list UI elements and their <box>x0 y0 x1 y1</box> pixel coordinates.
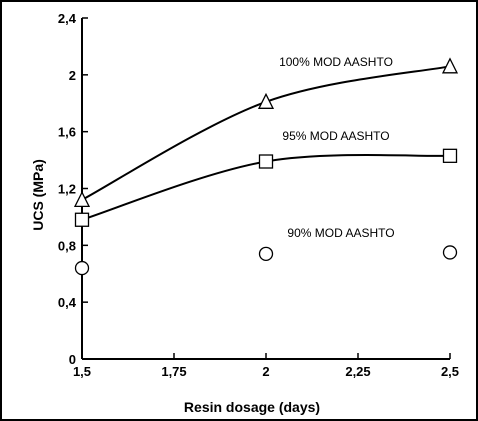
x-tick-label: 2,25 <box>345 364 370 379</box>
marker-square <box>258 154 274 169</box>
y-tick-label: 2,4 <box>58 11 77 26</box>
series-markers <box>73 57 459 276</box>
y-tick-label: 1,2 <box>58 182 76 197</box>
marker-circle <box>74 260 90 276</box>
y-axis-label: UCS (MPa) <box>30 159 46 231</box>
marker-square <box>74 212 90 227</box>
x-tick-label: 1,75 <box>161 364 186 379</box>
y-tick-label: 1,6 <box>58 125 76 140</box>
x-axis-label: Resin dosage (days) <box>184 399 320 415</box>
series-label-95-mod-aashto: 95% MOD AASHTO <box>282 129 389 143</box>
x-tick-label: 2,5 <box>441 364 459 379</box>
marker-square <box>442 148 458 163</box>
axes: 0 0,4 0,8 1,2 1,6 2 2,4 1,5 1,75 2 2,25 2,5 <box>58 11 459 379</box>
y-tick-label: 0,4 <box>58 295 77 310</box>
marker-circle <box>442 245 458 260</box>
marker-triangle <box>441 57 459 74</box>
series-label-100-mod-aashto: 100% MOD AASHTO <box>279 55 393 69</box>
series-labels: 100% MOD AASHTO 95% MOD AASHTO 90% MOD AAS… <box>279 55 394 240</box>
marker-circle <box>258 246 274 262</box>
x-tick-label: 1,5 <box>73 364 91 379</box>
series-label-90-mod-aashto: 90% MOD AASHTO <box>287 226 394 240</box>
y-tick-label: 2 <box>69 68 76 83</box>
x-tick-label: 2 <box>262 364 269 379</box>
y-tick-label: 0,8 <box>58 238 76 253</box>
y-tick-label: 0 <box>69 352 76 367</box>
marker-triangle <box>257 92 275 109</box>
marker-triangle <box>73 190 91 208</box>
